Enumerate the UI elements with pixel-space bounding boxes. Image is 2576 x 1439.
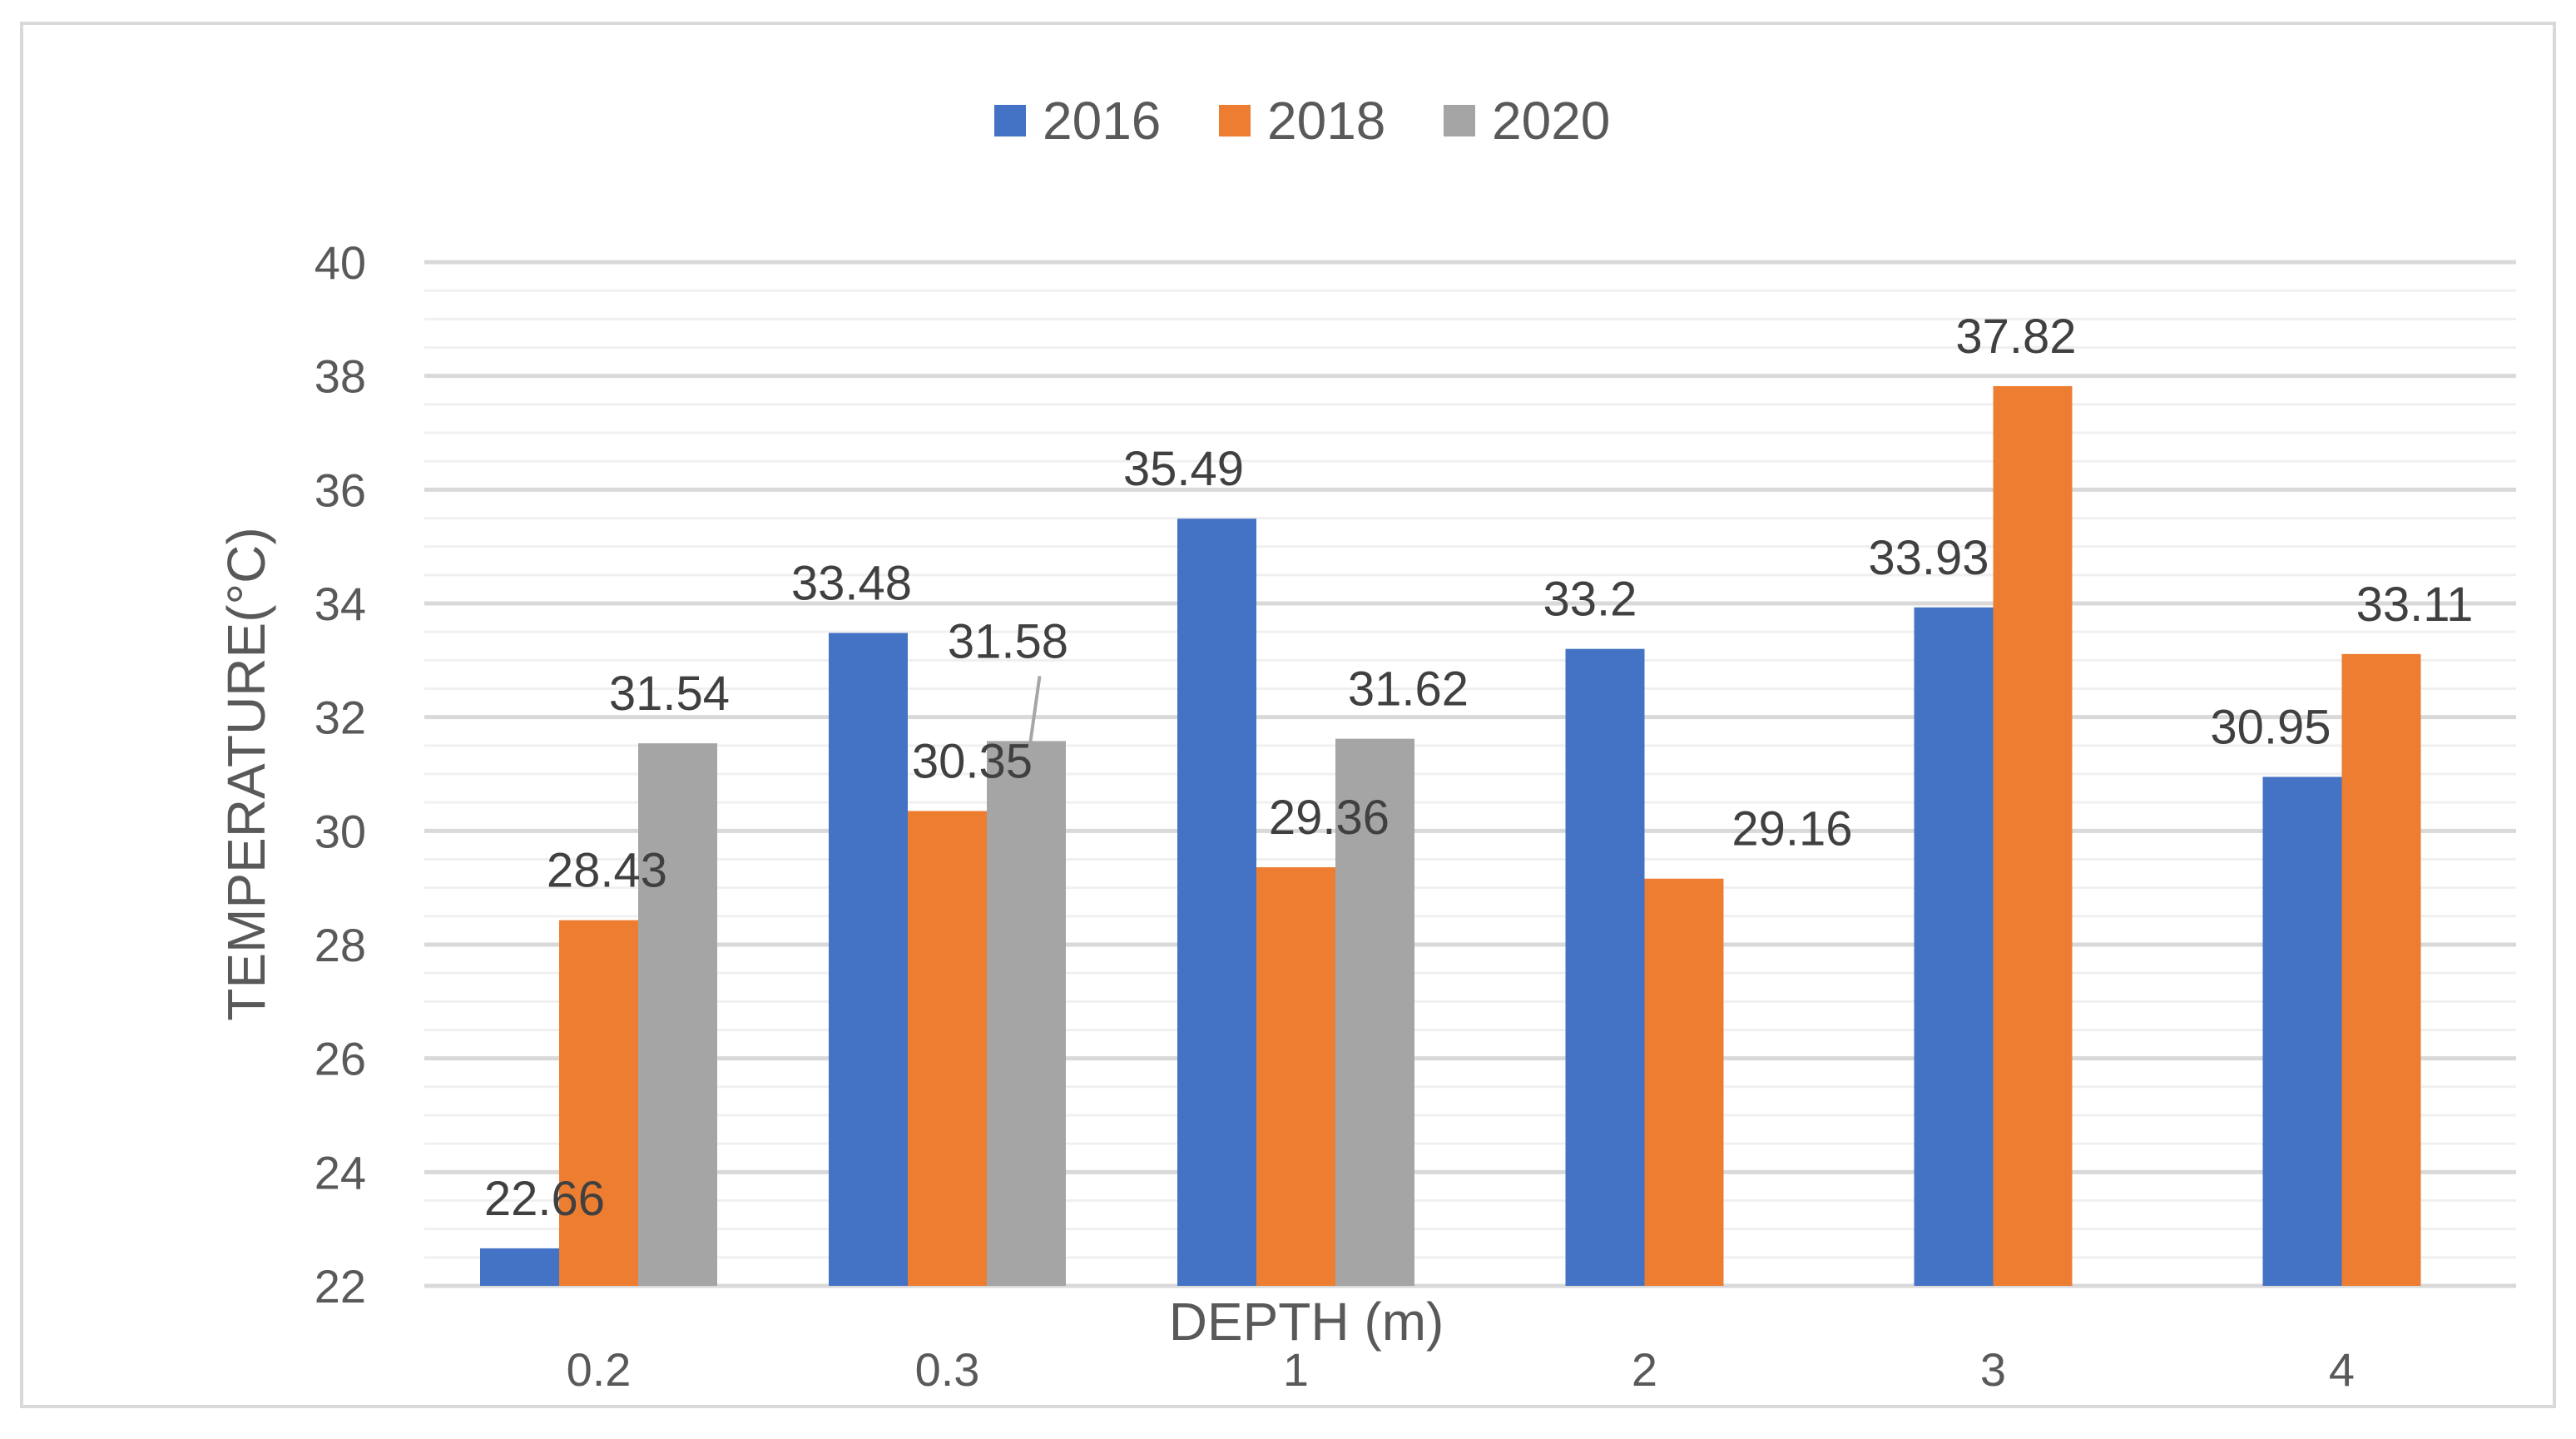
y-axis-title: TEMPERATURE(°C) (216, 527, 276, 1020)
x-tick-label: 3 (1980, 1343, 2006, 1396)
y-axis-ticks: 22 24 26 28 30 32 34 36 38 40 (315, 236, 366, 1312)
data-label-leader-line (1026, 676, 1042, 760)
legend: 2016 2018 2020 (994, 91, 1610, 151)
bar-2018-1 (1256, 867, 1335, 1286)
bar-2018-4 (2341, 653, 2421, 1286)
bar-2016-4 (2262, 777, 2342, 1286)
legend-label-2016: 2016 (1043, 91, 1161, 151)
data-label-2018-4: 33.11 (2356, 578, 2474, 632)
bar-2018-0.3 (908, 811, 987, 1286)
data-label-2018-1: 29.36 (1269, 791, 1390, 845)
x-axis-title: DEPTH (m) (1169, 1292, 1444, 1352)
gridlines (424, 260, 2516, 1288)
legend-label-2020: 2020 (1492, 91, 1610, 151)
data-label-2016-3: 33.93 (1868, 531, 1989, 585)
legend-swatch-2020 (1444, 105, 1475, 136)
data-label-2016-2: 33.2 (1543, 573, 1637, 627)
bars (480, 385, 2421, 1286)
data-label-2016-0.2: 22.66 (484, 1172, 605, 1226)
bar-2016-2 (1565, 648, 1645, 1286)
y-tick-label: 22 (315, 1260, 366, 1312)
bar-2016-0.3 (829, 633, 908, 1286)
x-tick-label: 4 (2329, 1343, 2355, 1396)
y-tick-label: 24 (315, 1146, 366, 1198)
y-tick-label: 30 (315, 805, 366, 857)
bar-2016-0.2 (480, 1248, 559, 1286)
data-label-2018-2: 29.16 (1731, 802, 1852, 856)
x-tick-label: 1 (1283, 1343, 1309, 1396)
data-label-2016-1: 35.49 (1123, 442, 1244, 496)
legend-label-2018: 2018 (1267, 91, 1385, 151)
bar-2020-0.2 (638, 743, 717, 1286)
data-label-2016-0.3: 33.48 (791, 557, 912, 611)
data-label-2018-0.3: 30.35 (912, 734, 1033, 788)
y-tick-label: 36 (315, 464, 366, 516)
data-labels: 22.66 28.43 31.54 33.48 30.35 31.58 35.49 29.36… (484, 310, 2474, 1226)
y-tick-label: 34 (315, 578, 366, 630)
data-label-2018-3: 37.82 (1955, 310, 2076, 364)
bar-2020-1 (1335, 738, 1414, 1286)
data-label-2018-0.2: 28.43 (547, 844, 667, 898)
bar-2016-3 (1914, 607, 1994, 1286)
bar-2016-1 (1177, 519, 1256, 1286)
legend-swatch-2018 (1219, 105, 1251, 136)
data-label-2020-0.2: 31.54 (609, 667, 730, 721)
y-tick-label: 38 (315, 350, 366, 403)
y-tick-label: 28 (315, 919, 366, 971)
data-label-2020-0.3: 31.58 (948, 614, 1068, 668)
x-axis-ticks: 0.2 0.3 1 2 3 4 (567, 1343, 2356, 1396)
x-tick-label: 0.3 (915, 1343, 980, 1396)
y-tick-label: 32 (315, 692, 366, 744)
legend-swatch-2016 (994, 105, 1026, 136)
data-label-2016-4: 30.95 (2210, 700, 2331, 754)
data-label-2020-1: 31.62 (1348, 662, 1469, 717)
x-tick-label: 2 (1632, 1343, 1657, 1396)
bar-2018-3 (1993, 385, 2073, 1286)
x-tick-label: 0.2 (567, 1343, 632, 1396)
bar-2018-2 (1644, 878, 1724, 1286)
bar-2018-0.2 (559, 920, 638, 1286)
y-tick-label: 40 (315, 236, 366, 289)
bar-2020-0.3 (987, 741, 1066, 1286)
y-tick-label: 26 (315, 1033, 366, 1085)
